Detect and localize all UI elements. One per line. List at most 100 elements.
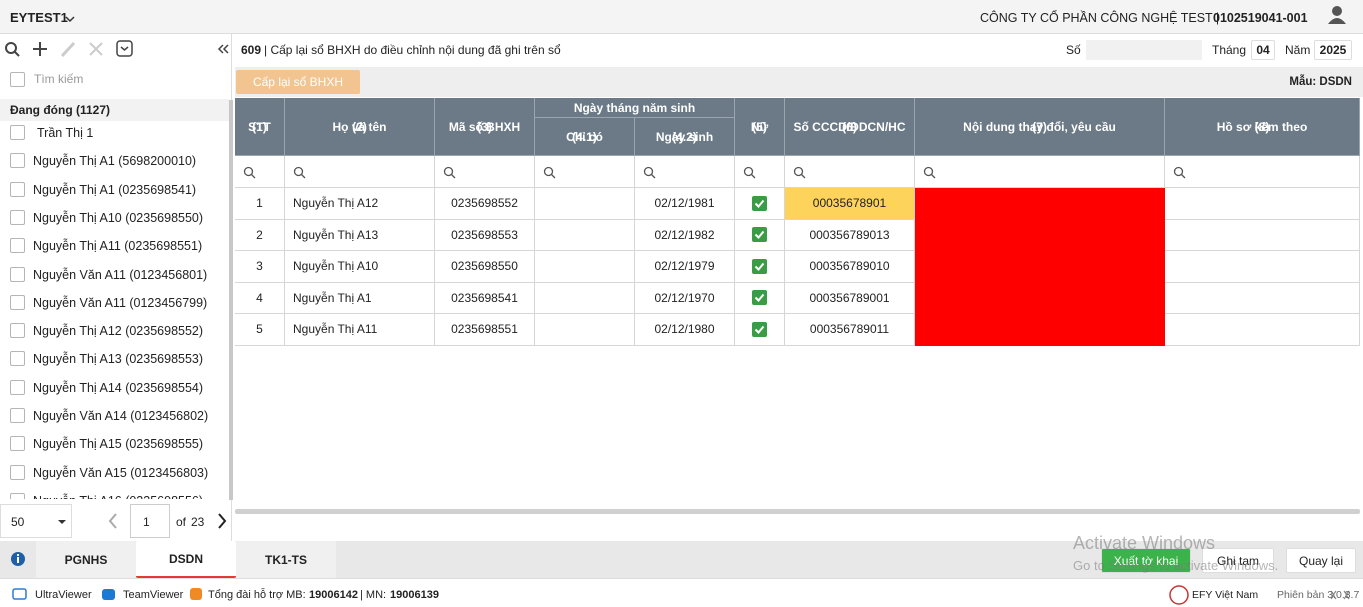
filter-icon[interactable] xyxy=(1173,166,1187,180)
female-checkbox[interactable] xyxy=(752,195,767,211)
item-checkbox[interactable] xyxy=(10,351,25,367)
user-icon[interactable] xyxy=(1332,6,1342,16)
list-item[interactable]: Nguyễn Văn A15 (0123456803) xyxy=(33,465,209,480)
filter-cell[interactable] xyxy=(435,156,535,188)
column-header[interactable]: Mã số BHXH (3) xyxy=(435,98,535,156)
list-item[interactable]: Nguyễn Thị A13 (0235698553) xyxy=(33,352,204,367)
add-tool[interactable] xyxy=(33,42,47,56)
female-checkbox[interactable] xyxy=(752,258,767,274)
female-checkbox[interactable] xyxy=(752,290,767,306)
table-cell[interactable] xyxy=(735,219,785,251)
table-cell[interactable]: 000356789010 xyxy=(785,251,915,283)
table-cell[interactable]: 000356789011 xyxy=(785,314,915,346)
footer-button[interactable]: Quay lại xyxy=(1286,548,1356,573)
list-item[interactable]: Trần Thị 1 xyxy=(37,126,94,140)
table-cell[interactable] xyxy=(735,251,785,283)
table-cell[interactable] xyxy=(535,219,635,251)
tab[interactable]: TK1-TS xyxy=(236,541,336,578)
filter-cell[interactable] xyxy=(1165,156,1360,188)
table-cell[interactable]: Nguyễn Thị A1 xyxy=(285,282,435,314)
search-checkbox[interactable] xyxy=(10,72,25,87)
column-header[interactable]: Họ và tên (2) xyxy=(285,98,435,156)
collapse-icon[interactable] xyxy=(217,44,229,54)
table-cell[interactable] xyxy=(735,314,785,346)
female-checkbox[interactable] xyxy=(752,321,767,337)
item-checkbox[interactable] xyxy=(10,492,25,499)
select-tool[interactable] xyxy=(116,40,133,57)
column-header[interactable]: STT (1) xyxy=(235,98,285,156)
item-checkbox[interactable] xyxy=(10,464,25,480)
page-size[interactable]: 50 xyxy=(0,504,72,538)
female-checkbox[interactable] xyxy=(752,227,767,243)
app-name[interactable]: EYTEST1 xyxy=(10,10,68,25)
table-cell[interactable]: 02/12/1982 xyxy=(635,219,735,251)
item-checkbox[interactable] xyxy=(10,379,25,395)
item-checkbox[interactable] xyxy=(10,209,25,225)
filter-icon[interactable] xyxy=(743,166,757,180)
so-input[interactable] xyxy=(1086,40,1202,60)
list-item[interactable]: Nguyễn Thị A1 (0235698541) xyxy=(33,182,197,197)
table-cell[interactable]: 02/12/1979 xyxy=(635,251,735,283)
filter-cell[interactable] xyxy=(235,156,285,188)
table-cell[interactable] xyxy=(535,314,635,346)
list-item[interactable]: Nguyễn Thị A11 (0235698551) xyxy=(33,239,203,254)
filter-cell[interactable] xyxy=(915,156,1165,188)
table-cell[interactable]: 000356789001 xyxy=(785,282,915,314)
table-cell[interactable]: 1 xyxy=(235,188,285,220)
item-checkbox[interactable] xyxy=(10,323,25,339)
table-cell[interactable]: 02/12/1981 xyxy=(635,188,735,220)
filter-cell[interactable] xyxy=(285,156,435,188)
footer-button[interactable]: Ghi tạm xyxy=(1202,548,1274,573)
table-cell[interactable]: Nguyễn Thị A13 xyxy=(285,219,435,251)
filter-cell[interactable] xyxy=(735,156,785,188)
column-header[interactable]: Chỉ có (4.1) xyxy=(535,118,635,156)
page-input[interactable]: 1 xyxy=(130,504,170,538)
table-cell[interactable]: 4 xyxy=(235,282,285,314)
column-header[interactable]: Số CCCD/ĐDCN/HC (6) xyxy=(785,98,915,156)
item-checkbox[interactable] xyxy=(10,266,25,282)
column-header[interactable]: Ngày sinh (4.2) xyxy=(635,118,735,156)
item-checkbox[interactable] xyxy=(10,153,25,169)
column-header[interactable]: Nữ (5) xyxy=(735,98,785,156)
list-item[interactable]: Nguyễn Văn A11 (0123456801) xyxy=(33,267,208,282)
table-cell[interactable]: 0235698552 xyxy=(435,188,535,220)
action-button[interactable]: Cấp lại sổ BHXH xyxy=(236,70,360,94)
table-cell[interactable] xyxy=(535,188,635,220)
table-cell[interactable]: 0235698541 xyxy=(435,282,535,314)
thang-input[interactable]: 04 xyxy=(1251,40,1275,60)
item-checkbox[interactable] xyxy=(10,408,25,423)
filter-cell[interactable] xyxy=(785,156,915,188)
tab[interactable]: DSDN xyxy=(136,541,236,578)
table-cell[interactable]: 0235698551 xyxy=(435,314,535,346)
filter-icon[interactable] xyxy=(543,166,557,180)
dropdown-icon[interactable] xyxy=(65,16,75,23)
footer-button[interactable]: Xuất tờ khai xyxy=(1101,548,1191,573)
table-cell[interactable] xyxy=(735,282,785,314)
table-cell[interactable]: 02/12/1970 xyxy=(635,282,735,314)
table-cell[interactable]: 3 xyxy=(235,251,285,283)
nam-input[interactable]: 2025 xyxy=(1314,40,1352,60)
table-cell[interactable] xyxy=(1165,219,1360,251)
table-cell[interactable] xyxy=(915,219,1165,251)
item-checkbox[interactable] xyxy=(10,294,25,310)
table-cell[interactable] xyxy=(1165,282,1360,314)
filter-icon[interactable] xyxy=(243,166,257,180)
table-cell[interactable]: Nguyễn Thị A11 xyxy=(285,314,435,346)
table-cell[interactable] xyxy=(915,282,1165,314)
list-item[interactable]: Nguyễn Thị A14 (0235698554) xyxy=(33,380,204,395)
expand-icon[interactable] xyxy=(1330,590,1350,600)
table-cell[interactable]: 02/12/1980 xyxy=(635,314,735,346)
list-item[interactable]: Nguyễn Thị A16 (0235698556) xyxy=(33,494,203,499)
filter-icon[interactable] xyxy=(923,166,937,180)
table-cell[interactable]: Nguyễn Thị A10 xyxy=(285,251,435,283)
filter-cell[interactable] xyxy=(535,156,635,188)
item-checkbox[interactable] xyxy=(10,125,25,140)
table-cell[interactable]: 5 xyxy=(235,314,285,346)
table-cell[interactable]: 00035678901 xyxy=(785,188,915,220)
table-cell[interactable] xyxy=(1165,314,1360,346)
table-cell[interactable] xyxy=(915,188,1165,220)
table-cell[interactable] xyxy=(915,251,1165,283)
filter-icon[interactable] xyxy=(793,166,807,180)
table-cell[interactable] xyxy=(535,282,635,314)
filter-icon[interactable] xyxy=(443,166,457,180)
